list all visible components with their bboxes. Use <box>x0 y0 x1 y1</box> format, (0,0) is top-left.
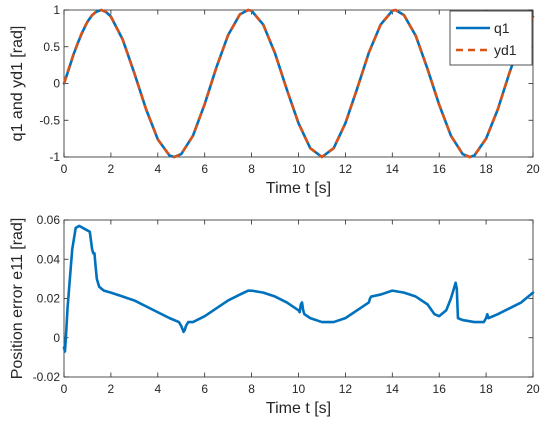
x-tick-label: 6 <box>201 382 208 396</box>
y-axis-label: Position error e11 [rad] <box>9 218 26 380</box>
y-tick-label: -1 <box>49 150 60 164</box>
y-tick-label: 0.04 <box>37 252 61 266</box>
y-tick-label: 0 <box>53 331 60 345</box>
y-tick-label: 0.5 <box>43 40 60 54</box>
x-tick-label: 8 <box>248 162 255 176</box>
y-tick-label: -0.02 <box>33 370 61 384</box>
x-tick-label: 16 <box>433 162 447 176</box>
y-tick-label: 1 <box>53 3 60 17</box>
x-tick-label: 6 <box>201 162 208 176</box>
bottom-chart: 0 2 4 6 8 10 12 14 16 18 20-0.0200.020.040.06Time … <box>9 213 540 417</box>
series-line-series-0 <box>62 224 535 353</box>
x-tick-label: 4 <box>154 382 161 396</box>
plot-area <box>63 219 534 378</box>
x-tick-label: 0 <box>61 162 68 176</box>
y-axis-label: q1 and yd1 [rad] <box>9 26 26 142</box>
x-tick-label: 16 <box>433 382 447 396</box>
x-tick-label: 20 <box>526 382 540 396</box>
x-tick-label: 18 <box>479 162 493 176</box>
y-tick-label: -0.5 <box>39 113 60 127</box>
x-tick-label: 2 <box>108 382 115 396</box>
legend-label: yd1 <box>494 42 517 58</box>
x-tick-label: 12 <box>339 162 353 176</box>
x-tick-label: 14 <box>386 382 400 396</box>
series-line-yd1 <box>62 8 535 159</box>
x-tick-label: 20 <box>526 162 540 176</box>
x-tick-label: 14 <box>386 162 400 176</box>
y-tick-label: 0 <box>53 77 60 91</box>
x-tick-label: 0 <box>61 382 68 396</box>
x-tick-label: 8 <box>248 382 255 396</box>
top-chart: 0 2 4 6 8 10 12 14 16 18 20 -1 -0.5 0 0.5 1 Time t [s] q1… <box>9 3 540 197</box>
x-axis-label: Time t [s] <box>266 400 331 417</box>
legend-box <box>449 10 533 66</box>
y-tick-label: 0.06 <box>37 213 61 227</box>
x-tick-label: 10 <box>292 162 306 176</box>
x-tick-label: 12 <box>339 382 353 396</box>
legend-label: q1 <box>494 20 510 36</box>
x-tick-label: 4 <box>154 162 161 176</box>
x-tick-label: 18 <box>479 382 493 396</box>
y-tick-label: 0.02 <box>37 292 61 306</box>
x-tick-label: 2 <box>108 162 115 176</box>
x-tick-label: 10 <box>292 382 306 396</box>
x-axis-label: Time t [s] <box>266 180 331 197</box>
